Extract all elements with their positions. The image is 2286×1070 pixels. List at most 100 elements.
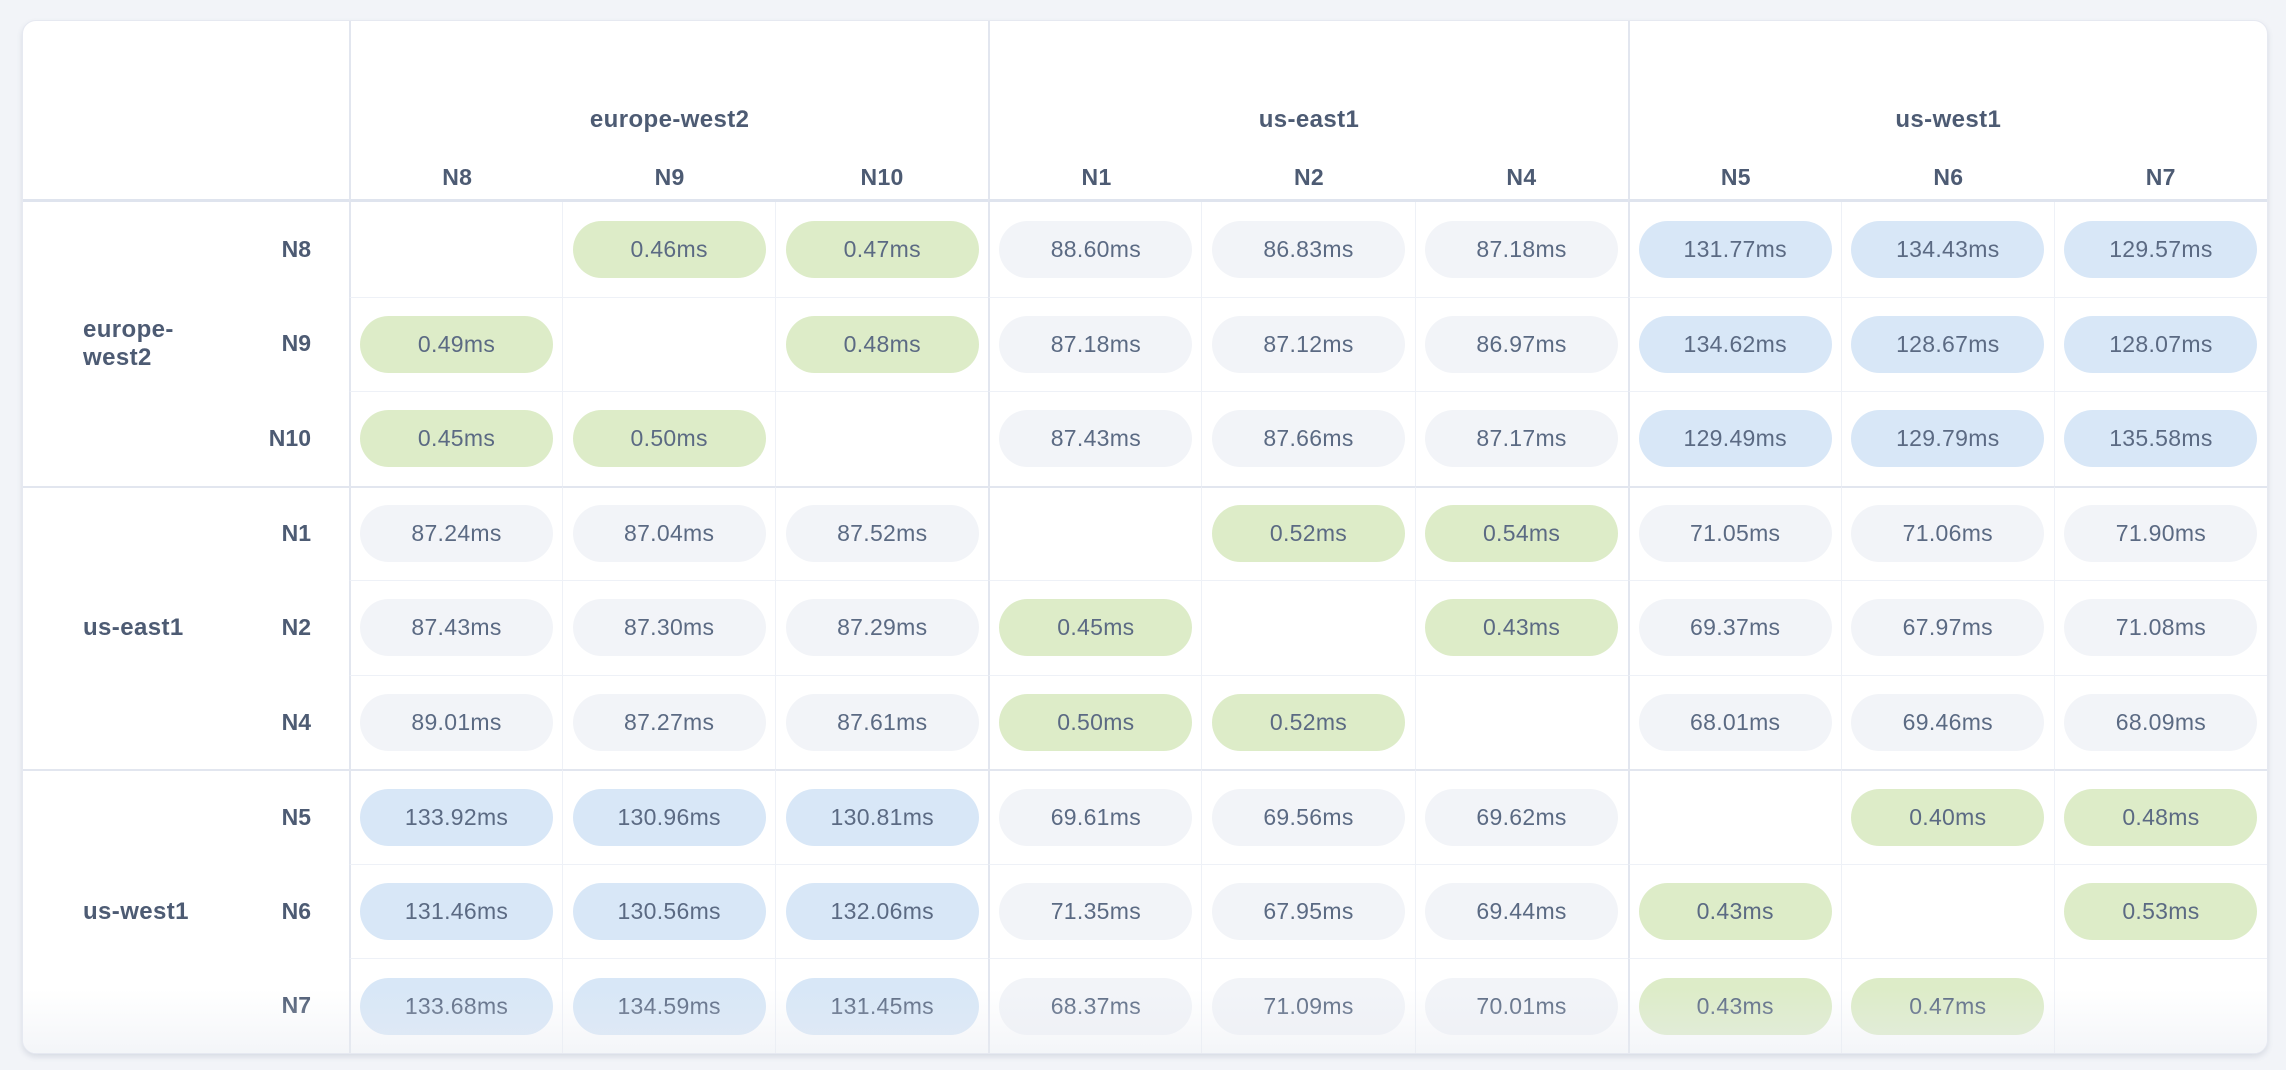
latency-value-badge: 133.92ms [360, 789, 554, 847]
latency-cell [562, 296, 776, 392]
latency-value-badge: 0.43ms [1638, 977, 1832, 1035]
latency-cell: 71.90ms [2053, 485, 2267, 581]
column-node-label: N9 [654, 164, 685, 190]
column-region-label: us-east1 [1258, 106, 1360, 133]
latency-value-badge: 129.57ms [2064, 220, 2258, 278]
latency-cell: 0.48ms [2053, 769, 2267, 864]
latency-value-badge: 87.27ms [572, 694, 766, 752]
latency-cell: 130.96ms [562, 769, 776, 864]
latency-cell: 88.60ms [988, 202, 1201, 297]
latency-cell: 70.01ms [1414, 958, 1628, 1053]
latency-value-badge: 0.43ms [1638, 883, 1832, 941]
latency-cell: 134.62ms [1627, 296, 1841, 392]
latency-value-badge: 131.77ms [1638, 220, 1832, 278]
latency-value-badge: 0.50ms [572, 410, 766, 468]
column-node-label: N10 [860, 164, 904, 190]
latency-value-badge: 130.96ms [572, 789, 766, 847]
latency-cell: 71.05ms [1627, 485, 1841, 581]
row-node-label: N7 [281, 992, 311, 1019]
latency-value-badge: 87.17ms [1425, 410, 1619, 468]
latency-cell: 87.29ms [775, 580, 989, 675]
latency-value-badge: 87.30ms [572, 599, 766, 657]
latency-cell: 68.01ms [1627, 674, 1841, 770]
latency-value-badge: 69.56ms [1211, 789, 1405, 847]
latency-cell: 87.18ms [988, 296, 1202, 392]
latency-value-badge: 132.06ms [785, 883, 979, 941]
row-node-label: N4 [281, 708, 311, 735]
latency-cell: 67.97ms [1840, 580, 2054, 675]
column-group-header: us-west1 N5 N6 N7 [1627, 21, 2267, 202]
latency-value-badge: 0.50ms [999, 694, 1193, 752]
latency-value-badge: 131.45ms [785, 977, 979, 1035]
latency-value-badge: 71.08ms [2064, 599, 2258, 657]
latency-cell: 0.52ms [1201, 485, 1415, 581]
latency-cell: 129.49ms [1627, 391, 1841, 486]
latency-cell: 68.37ms [988, 958, 1202, 1053]
matrix-corner-cell [23, 21, 349, 202]
row-node-label: N8 [281, 235, 311, 262]
latency-cell: 89.01ms [349, 674, 563, 770]
column-node-label: N6 [1933, 164, 1964, 190]
latency-cell [1627, 769, 1841, 864]
latency-value-badge: 129.79ms [1851, 410, 2045, 468]
column-group-header: europe-west2 N8 N9 N10 [349, 21, 989, 202]
latency-cell: 130.81ms [775, 769, 989, 864]
latency-cell: 134.59ms [562, 958, 776, 1053]
latency-cell: 87.43ms [349, 580, 563, 675]
latency-value-badge: 0.53ms [2064, 883, 2258, 941]
latency-cell: 0.46ms [562, 202, 775, 297]
column-node-label: N4 [1506, 164, 1537, 190]
latency-value-badge: 87.04ms [572, 505, 766, 563]
latency-cell: 135.58ms [2053, 391, 2267, 486]
latency-cell: 134.43ms [1840, 202, 2054, 297]
column-node-row: N1 N2 N4 [990, 164, 1627, 191]
latency-value-badge: 67.95ms [1211, 883, 1405, 941]
latency-cell: 87.43ms [988, 391, 1202, 486]
latency-cell: 131.46ms [349, 863, 563, 959]
column-region-label: europe-west2 [589, 106, 750, 133]
latency-value-badge: 0.45ms [999, 599, 1193, 657]
latency-value-badge: 87.18ms [999, 315, 1193, 373]
latency-cell: 71.09ms [1201, 958, 1415, 1053]
latency-cell: 0.53ms [2053, 863, 2267, 959]
latency-value-badge: 71.05ms [1638, 505, 1832, 563]
column-node-label: N2 [1293, 164, 1324, 190]
latency-cell: 0.50ms [562, 391, 776, 486]
latency-value-badge: 0.40ms [1851, 789, 2045, 847]
latency-cell: 0.45ms [988, 580, 1202, 675]
latency-cell: 0.47ms [775, 202, 988, 297]
latency-cell [1201, 580, 1415, 675]
latency-value-badge: 0.48ms [2064, 789, 2258, 847]
latency-cell: 130.56ms [562, 863, 776, 959]
latency-value-badge: 134.62ms [1638, 315, 1832, 373]
latency-value-badge: 133.68ms [360, 977, 554, 1035]
latency-value-badge: 87.24ms [360, 505, 554, 563]
latency-value-badge: 131.46ms [360, 883, 554, 941]
latency-cell: 71.06ms [1840, 485, 2054, 581]
latency-cell [1840, 863, 2054, 959]
latency-cell: 67.95ms [1201, 863, 1415, 959]
latency-value-badge: 67.97ms [1851, 599, 2045, 657]
latency-value-badge: 128.67ms [1851, 315, 2045, 373]
column-node-row: N5 N6 N7 [1630, 164, 2267, 191]
latency-cell: 129.57ms [2053, 202, 2267, 297]
latency-cell: 86.83ms [1201, 202, 1414, 297]
row-node-label: N5 [223, 769, 349, 864]
row-node-label: N6 [281, 897, 311, 924]
latency-cell: 0.43ms [1627, 863, 1841, 959]
latency-cell: 0.48ms [775, 296, 989, 392]
latency-value-badge: 69.46ms [1851, 694, 2045, 752]
latency-value-badge: 0.48ms [785, 315, 979, 373]
latency-cell [988, 485, 1202, 581]
latency-value-badge: 128.07ms [2064, 315, 2258, 373]
latency-cell: 87.27ms [562, 674, 776, 770]
latency-cell: 0.47ms [1840, 958, 2054, 1053]
latency-value-badge: 129.49ms [1638, 410, 1832, 468]
latency-value-badge: 69.62ms [1425, 789, 1619, 847]
column-node-label: N7 [2145, 164, 2176, 190]
latency-value-badge: 0.45ms [360, 410, 554, 468]
latency-cell [1414, 674, 1628, 770]
latency-cell: 69.37ms [1627, 580, 1841, 675]
column-group-header: us-east1 N1 N2 N4 [988, 21, 1628, 202]
latency-value-badge: 71.90ms [2064, 505, 2258, 563]
